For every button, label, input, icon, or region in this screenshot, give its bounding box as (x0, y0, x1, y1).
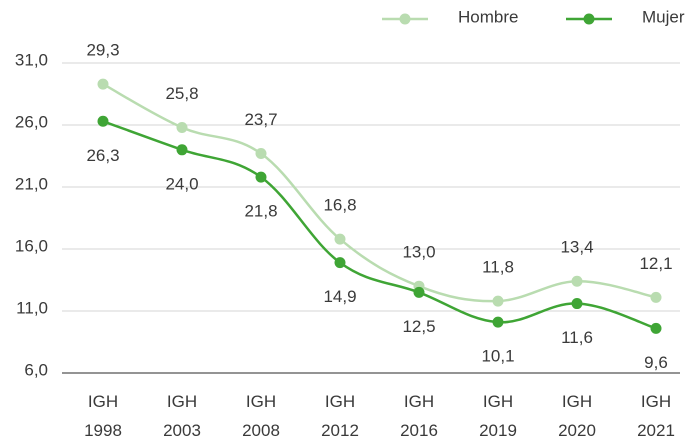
legend-label: Hombre (458, 7, 518, 26)
y-tick-label: 31,0 (15, 50, 48, 69)
data-point (413, 286, 425, 298)
x-tick-label: IGH 2008 (242, 392, 280, 440)
data-point (492, 316, 504, 328)
data-point (176, 144, 188, 156)
data-point (97, 78, 109, 90)
series-line (102, 120, 657, 330)
data-point (492, 295, 504, 307)
legend-marker (583, 13, 595, 25)
data-label: 14,9 (323, 287, 356, 306)
x-tick-label: IGH 2019 (479, 392, 517, 440)
data-label: 29,3 (86, 41, 119, 60)
data-label: 13,0 (402, 243, 435, 262)
data-point (571, 275, 583, 287)
data-point (176, 121, 188, 133)
data-label: 24,0 (165, 174, 198, 193)
data-label: 23,7 (244, 110, 277, 129)
data-point (255, 171, 267, 183)
x-tick-label: IGH 2012 (321, 392, 359, 440)
data-label: 11,6 (561, 328, 593, 347)
data-label: 11,8 (482, 258, 514, 277)
x-tick-label: IGH 2020 (558, 392, 596, 440)
y-tick-label: 11,0 (16, 298, 48, 317)
data-label: 25,8 (165, 84, 198, 103)
data-label: 10,1 (481, 347, 514, 366)
x-tick-label: IGH 1998 (84, 392, 122, 440)
x-tick-label: IGH 2003 (163, 392, 201, 440)
y-tick-label: 6,0 (24, 360, 48, 379)
data-point (334, 233, 346, 245)
legend-label: Mujer (642, 7, 685, 26)
y-tick-label: 26,0 (15, 112, 48, 131)
data-point (650, 322, 662, 334)
data-label: 9,6 (644, 353, 668, 372)
data-label: 13,4 (560, 238, 593, 257)
legend-marker (399, 13, 411, 25)
data-label: 21,8 (244, 202, 277, 221)
series-line (102, 82, 657, 303)
data-point (571, 298, 583, 310)
data-point (255, 148, 267, 160)
x-tick-label: IGH 2021 (637, 392, 675, 440)
y-tick-label: 21,0 (15, 174, 48, 193)
data-label: 26,3 (86, 146, 119, 165)
data-label: 12,1 (639, 254, 672, 273)
data-label: 12,5 (402, 317, 435, 336)
data-point (97, 115, 109, 127)
x-tick-label: IGH 2016 (400, 392, 438, 440)
data-point (650, 291, 662, 303)
data-point (334, 257, 346, 269)
y-tick-label: 16,0 (15, 236, 48, 255)
data-label: 16,8 (323, 196, 356, 215)
